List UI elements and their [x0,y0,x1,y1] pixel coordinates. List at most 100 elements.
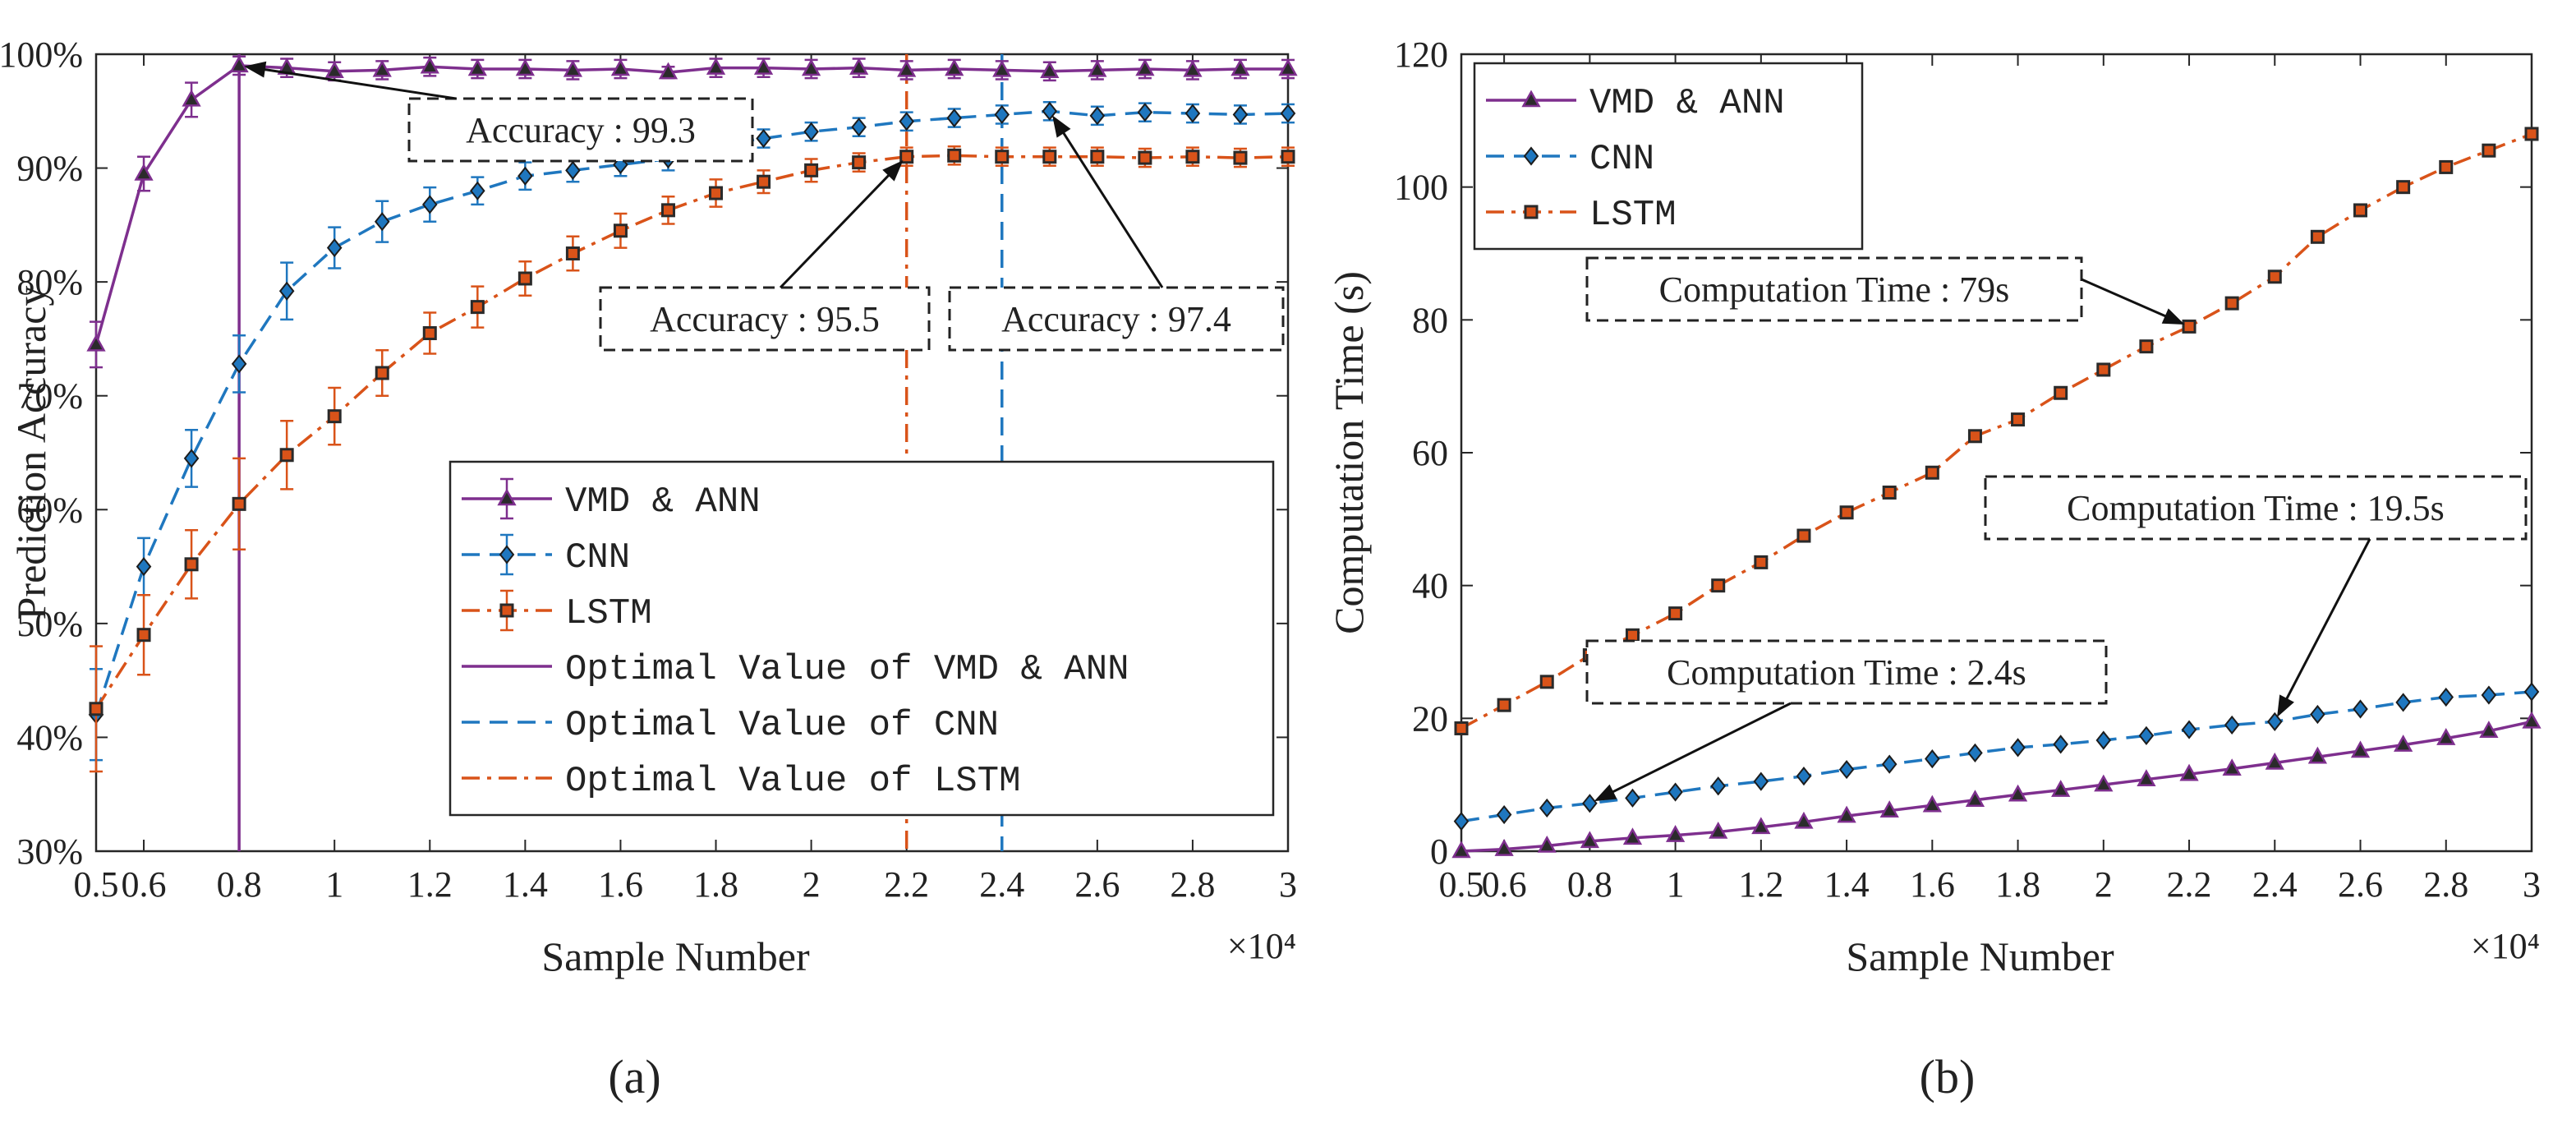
data-point-vmd [1088,59,1107,77]
legend-frame [1473,62,1864,251]
data-point-lstm [1796,528,1811,543]
x-tick-label: 2 [803,864,821,905]
data-point-cnn [421,195,438,214]
legend-label: VMD & ANN [565,481,761,523]
annotation-text: Accuracy : 95.5 [650,299,880,339]
data-point-cnn [2138,725,2155,745]
data-point-lstm [2310,229,2325,244]
y-tick-label: 120 [1394,35,1448,75]
legend-marker-lstm [1524,205,1539,219]
data-point-cnn [2266,712,2283,731]
data-point-vmd [420,56,439,74]
data-point-cnn [946,108,963,128]
data-point-vmd [1040,61,1060,79]
legend-label: Optimal Value of VMD & ANN [565,649,1129,690]
data-point-cnn [851,117,867,137]
data-point-lstm [1882,486,1897,500]
annotation-box [1585,256,2083,322]
data-point-vmd [2008,784,2028,802]
x-tick-label: 1 [1667,864,1685,905]
data-point-lstm [757,174,771,189]
data-point-lstm [1925,465,1939,480]
data-point-vmd [849,58,869,75]
data-point-cnn [899,112,914,131]
annotation-arrowhead [1594,784,1617,802]
data-point-lstm [470,300,485,315]
annotation-box [948,286,1285,352]
chart-panel-a: 0.5 0.6 0.8 1 1.2 1.4 1.6 1.8 2 2.2 2.4 2.6 2.8 3 30% 4… [0,35,1298,1103]
y-tick-label: 80 [1412,300,1448,340]
annotation-arrow [779,171,893,289]
x-tick-label: 2 [2095,864,2113,905]
panel-caption: (b) [1920,1050,1976,1103]
data-point-vmd [658,62,678,80]
y-tick-label: 70% [16,376,83,417]
data-point-lstm [613,223,628,238]
annotation-text: Accuracy : 97.4 [1001,299,1231,339]
data-point-lstm [899,150,914,164]
data-point-cnn [1753,771,1769,791]
data-point-vmd [2350,740,2371,758]
data-point-vmd [1665,825,1686,842]
data-point-vmd [1622,827,1643,845]
data-point-vmd [801,58,821,76]
data-point-vmd [467,58,487,76]
annotation-text: Accuracy : 99.3 [466,110,696,150]
legend-label: CNN [565,537,630,578]
data-point-lstm [852,155,867,170]
annotation-text: Computation Time : 2.4s [1667,652,2026,693]
y-tick-label: 100% [0,35,83,75]
data-point-lstm [709,186,724,200]
data-point-cnn [2181,720,2197,739]
legend-label: Optimal Value of CNN [565,705,999,746]
data-point-cnn [326,237,343,258]
annotation-text: Computation Time : 19.5s [2067,488,2445,528]
x-tick-label: 0.6 [122,864,167,905]
annotation-arrowhead [2277,694,2294,718]
data-point-cnn [1668,782,1683,802]
x-tick-label: 1.6 [598,864,643,905]
annotation-arrowhead [2161,308,2185,325]
data-point-vmd [2051,780,2071,797]
legend-label: LSTM [1589,195,1677,236]
annotation-arrowhead [244,61,267,78]
data-point-lstm [2096,362,2111,377]
data-point-cnn [2224,715,2240,735]
y-tick-label: 40% [16,717,83,758]
series-cnn [1453,682,2540,831]
data-point-lstm [1185,150,1200,164]
data-point-cnn [1881,754,1898,774]
data-point-lstm [1281,150,1295,164]
data-point-vmd [86,334,106,352]
data-point-lstm [1754,555,1769,569]
series-line-vmd [1460,720,2532,853]
legend-marker-vmd [497,488,517,506]
y-axis-label: Computation Time (s) [1326,271,1372,634]
data-point-lstm [2224,296,2239,311]
series-line-cnn [1460,690,2532,823]
y-tick-label: 30% [16,831,83,872]
data-point-lstm [2267,269,2282,284]
data-point-lstm [2011,412,2026,427]
data-point-lstm [2139,339,2154,354]
data-point-lstm [1454,721,1469,735]
series-vmd [1451,711,2542,859]
x-tick-label: 1.6 [1910,864,1955,905]
data-point-vmd [2307,746,2328,764]
data-point-cnn [1089,106,1106,126]
legend-label: Optimal Value of LSTM [565,761,1021,802]
data-point-vmd [1230,58,1250,76]
data-point-cnn [1137,103,1153,122]
data-point-cnn [2053,735,2068,754]
data-point-lstm [2524,127,2539,141]
x-tick-label: 0.8 [1567,864,1612,905]
data-point-lstm [1839,505,1854,520]
data-point-cnn [231,354,247,374]
data-point-cnn [1184,104,1201,123]
x-tick-label: 3 [1279,864,1297,905]
y-tick-label: 80% [16,262,83,302]
annotation-box [599,286,931,352]
legend: VMD & ANN CNN LSTM Optimal Value of VMD & A… [448,460,1275,817]
data-point-cnn [278,281,295,301]
